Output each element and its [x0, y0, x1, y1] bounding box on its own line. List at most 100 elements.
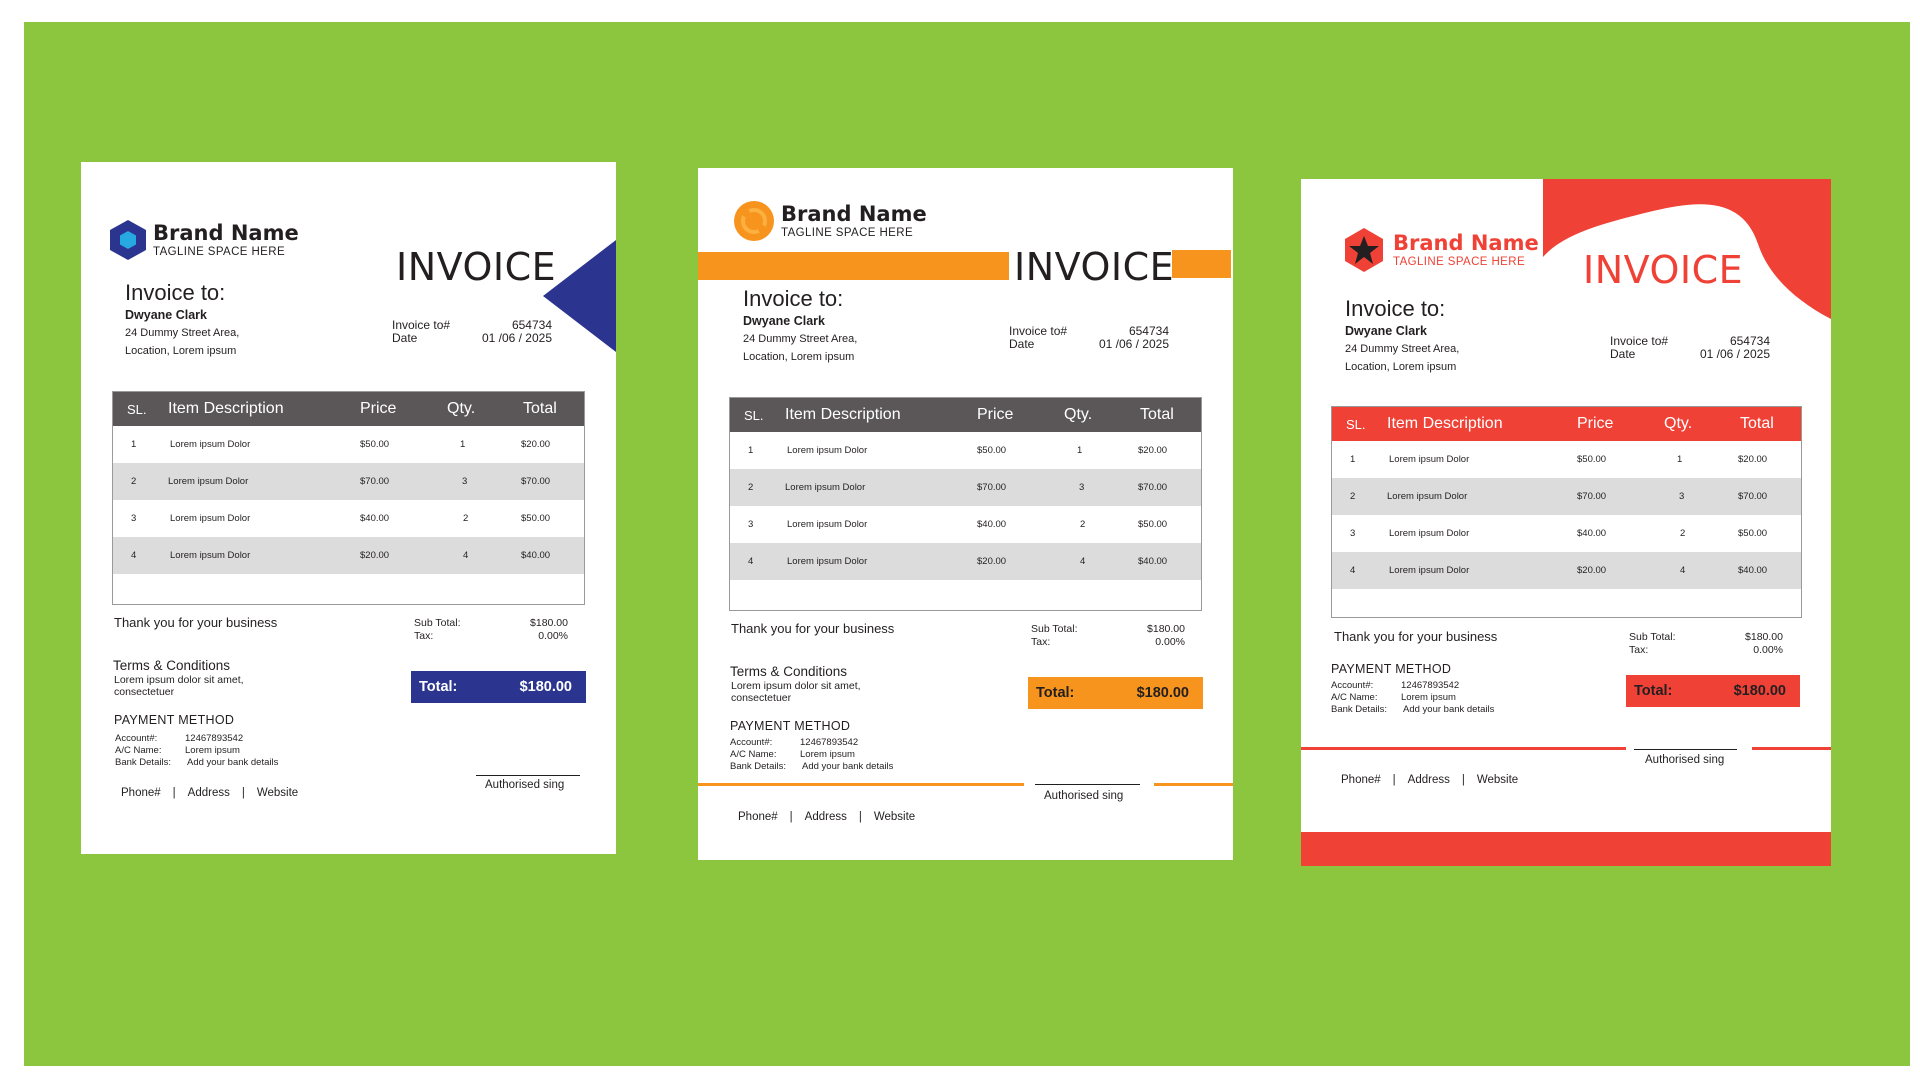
client-address-line1: 24 Dummy Street Area, [1345, 343, 1460, 355]
table-row: 1 Lorem ipsum Dolor $50.00 1 $20.00 [730, 432, 1201, 469]
client-address-line2: Location, Lorem ipsum [743, 351, 855, 363]
items-table: SL. Item Description Price Qty. Total 1 … [729, 397, 1202, 611]
row-price: $40.00 [1577, 528, 1607, 539]
row-description: Lorem ipsum Dolor [787, 556, 868, 567]
grand-total-bar: Total: $180.00 [411, 671, 586, 703]
footer-phone[interactable]: Phone# [738, 811, 778, 823]
invoice-title: INVOICE [1014, 245, 1175, 289]
row-description: Lorem ipsum Dolor [170, 550, 251, 561]
circle-logo-icon [734, 201, 774, 241]
footer-separator: | [241, 787, 245, 799]
row-description: Lorem ipsum Dolor [1389, 528, 1470, 539]
red-wave-header-shape [1543, 179, 1831, 319]
row-description: Lorem ipsum Dolor [168, 476, 249, 487]
row-sl: 1 [1350, 454, 1356, 465]
terms-text: Lorem ipsum dolor sit amet, consectetuer [731, 680, 861, 704]
signature-label: Authorised sing [485, 779, 565, 791]
row-qty: 1 [1077, 445, 1083, 456]
invoice-meta: Invoice to# 654734 Date 01 /06 / 2025 [1009, 325, 1169, 351]
ac-name-value: Lorem ipsum [185, 745, 240, 756]
terms-text: Lorem ipsum dolor sit amet, consectetuer [114, 674, 244, 698]
account-value: 12467893542 [800, 737, 859, 748]
client-address-line2: Location, Lorem ipsum [125, 345, 237, 357]
signature-label: Authorised sing [1044, 790, 1124, 802]
account-value: 12467893542 [1401, 680, 1460, 691]
bank-details-value: Add your bank details [187, 757, 279, 768]
ac-name-value: Lorem ipsum [800, 749, 855, 760]
row-description: Lorem ipsum Dolor [785, 482, 866, 493]
subtotal-value: $180.00 [1147, 623, 1185, 635]
grand-total-label: Total: [419, 679, 458, 695]
row-price: $40.00 [977, 519, 1007, 530]
tax-value: 0.00% [538, 630, 568, 642]
invoice-number-value: 654734 [1128, 324, 1169, 338]
footer-website[interactable]: Website [873, 811, 916, 823]
row-sl: 4 [131, 550, 137, 561]
subtotal-block: Sub Total: $180.00 Tax: 0.00% [1629, 631, 1783, 657]
invoice-to-heading: Invoice to: [1345, 296, 1446, 321]
invoice-to-heading: Invoice to: [743, 286, 844, 311]
payment-details: Account#: 12467893542 A/C Name: Lorem ipsu… [115, 733, 278, 769]
invoice-card-orange: Brand Name TAGLINE SPACE HERE INVOICE In… [698, 168, 1233, 860]
header-price: Price [977, 406, 1014, 423]
brand-tagline: TAGLINE SPACE HERE [1393, 255, 1526, 268]
orange-header-bar-left [698, 252, 1009, 280]
header-total: Total [1140, 406, 1174, 423]
invoice-number-label: Invoice to# [1610, 334, 1669, 348]
table-header: SL. Item Description Price Qty. Total [113, 392, 584, 426]
thank-you-note: Thank you for your business [114, 615, 278, 630]
items-table: SL. Item Description Price Qty. Total 1 … [112, 391, 585, 605]
bank-details-label: Bank Details: [730, 761, 786, 772]
header-qty: Qty. [1064, 406, 1093, 423]
hexagon-logo-icon [110, 220, 146, 260]
row-total: $40.00 [1138, 556, 1168, 567]
invoice-card-red: Brand Name TAGLINE SPACE HERE INVOICE In… [1301, 179, 1831, 866]
row-price: $70.00 [977, 482, 1007, 493]
table-row: 4 Lorem ipsum Dolor $20.00 4 $40.00 [730, 543, 1201, 580]
row-sl: 1 [748, 445, 754, 456]
bank-details-value: Add your bank details [802, 761, 894, 772]
footer-website[interactable]: Website [256, 787, 299, 799]
invoice-title: INVOICE [1583, 248, 1744, 292]
footer-address[interactable]: Address [1407, 774, 1450, 786]
row-total: $50.00 [521, 513, 551, 524]
date-value: 01 /06 / 2025 [481, 331, 552, 345]
row-price: $20.00 [360, 550, 390, 561]
footer-website[interactable]: Website [1476, 774, 1519, 786]
row-description: Lorem ipsum Dolor [787, 519, 868, 530]
footer-phone[interactable]: Phone# [1341, 774, 1381, 786]
payment-method-heading: PAYMENT METHOD [1331, 662, 1452, 676]
header-description: Item Description [1387, 415, 1503, 432]
footer-address[interactable]: Address [804, 811, 847, 823]
footer-address[interactable]: Address [187, 787, 230, 799]
grand-total-value: $180.00 [1733, 683, 1786, 699]
orange-header-bar-right [1172, 250, 1231, 278]
row-total: $70.00 [1738, 491, 1768, 502]
row-price: $50.00 [977, 445, 1007, 456]
ac-name-label: A/C Name: [730, 749, 777, 760]
client-address-line1: 24 Dummy Street Area, [743, 333, 858, 345]
grand-total-bar: Total: $180.00 [1626, 675, 1800, 707]
row-qty: 3 [1079, 482, 1085, 493]
items-table: SL. Item Description Price Qty. Total 1 … [1331, 406, 1802, 618]
table-row: 3 Lorem ipsum Dolor $40.00 2 $50.00 [1332, 515, 1801, 552]
subtotal-label: Sub Total: [414, 617, 461, 629]
account-value: 12467893542 [185, 733, 244, 744]
table-row: 2 Lorem ipsum Dolor $70.00 3 $70.00 [113, 463, 584, 500]
bank-details-value: Add your bank details [1403, 704, 1495, 715]
row-qty: 1 [460, 439, 466, 450]
row-qty: 4 [1080, 556, 1086, 567]
orange-rule-right [1154, 783, 1233, 786]
tax-label: Tax: [1629, 644, 1649, 656]
invoice-title: INVOICE [396, 245, 557, 289]
tax-value: 0.00% [1753, 644, 1783, 656]
row-sl: 3 [748, 519, 754, 530]
signature-label: Authorised sing [1645, 754, 1725, 766]
subtotal-label: Sub Total: [1629, 631, 1676, 643]
header-price: Price [360, 400, 397, 417]
payment-details: Account#: 12467893542 A/C Name: Lorem ipsu… [1331, 680, 1494, 716]
footer-phone[interactable]: Phone# [121, 787, 161, 799]
invoice-number-value: 654734 [511, 318, 552, 332]
signature-line [1035, 784, 1140, 785]
row-sl: 2 [748, 482, 754, 493]
